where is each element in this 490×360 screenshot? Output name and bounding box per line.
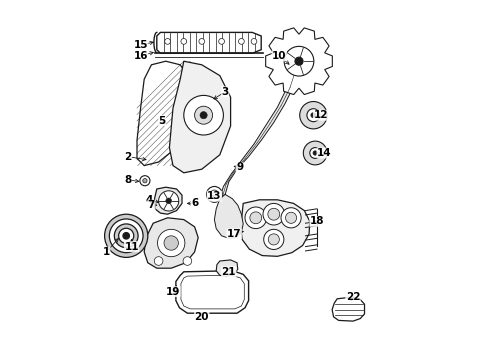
Circle shape bbox=[310, 148, 320, 158]
Circle shape bbox=[281, 208, 301, 228]
Circle shape bbox=[303, 141, 327, 165]
Circle shape bbox=[165, 39, 171, 44]
Circle shape bbox=[206, 186, 222, 202]
Circle shape bbox=[140, 176, 150, 186]
Circle shape bbox=[164, 236, 178, 250]
Circle shape bbox=[268, 234, 279, 245]
Text: 14: 14 bbox=[317, 148, 332, 158]
Circle shape bbox=[284, 46, 314, 76]
Circle shape bbox=[104, 214, 148, 257]
Polygon shape bbox=[266, 28, 332, 95]
Circle shape bbox=[157, 229, 185, 257]
Circle shape bbox=[219, 39, 224, 44]
Polygon shape bbox=[157, 32, 261, 53]
Circle shape bbox=[181, 39, 187, 44]
Polygon shape bbox=[154, 187, 182, 214]
Circle shape bbox=[123, 233, 129, 239]
Text: 7: 7 bbox=[147, 200, 155, 210]
Circle shape bbox=[114, 224, 138, 248]
Circle shape bbox=[109, 219, 143, 253]
Circle shape bbox=[307, 109, 320, 122]
Text: 17: 17 bbox=[227, 229, 242, 239]
Text: 10: 10 bbox=[272, 51, 287, 61]
Circle shape bbox=[313, 151, 318, 155]
Circle shape bbox=[245, 207, 267, 229]
Circle shape bbox=[239, 39, 245, 44]
Circle shape bbox=[251, 39, 257, 44]
Circle shape bbox=[200, 112, 207, 119]
Text: 3: 3 bbox=[221, 87, 229, 97]
Text: 8: 8 bbox=[124, 175, 132, 185]
Polygon shape bbox=[241, 200, 310, 256]
Text: 6: 6 bbox=[191, 198, 198, 208]
Polygon shape bbox=[176, 271, 248, 313]
Circle shape bbox=[300, 102, 327, 129]
Circle shape bbox=[286, 212, 296, 223]
Circle shape bbox=[264, 229, 284, 249]
Text: 19: 19 bbox=[166, 287, 180, 297]
Circle shape bbox=[195, 106, 213, 124]
Circle shape bbox=[159, 191, 179, 211]
Circle shape bbox=[166, 198, 171, 204]
Text: 15: 15 bbox=[133, 40, 148, 50]
Polygon shape bbox=[144, 218, 198, 268]
Text: 4: 4 bbox=[146, 195, 153, 205]
Polygon shape bbox=[216, 260, 238, 276]
Circle shape bbox=[311, 113, 316, 118]
Text: 1: 1 bbox=[103, 247, 110, 257]
Text: 9: 9 bbox=[236, 162, 243, 172]
Text: 5: 5 bbox=[159, 116, 166, 126]
Text: 22: 22 bbox=[346, 292, 360, 302]
Text: 20: 20 bbox=[195, 312, 209, 322]
Circle shape bbox=[295, 57, 303, 65]
Circle shape bbox=[250, 212, 262, 224]
Text: 21: 21 bbox=[221, 267, 236, 277]
Circle shape bbox=[154, 257, 163, 265]
Text: 11: 11 bbox=[124, 242, 139, 252]
Text: 12: 12 bbox=[313, 110, 328, 120]
Polygon shape bbox=[137, 61, 191, 166]
Text: 16: 16 bbox=[133, 51, 148, 61]
Text: 13: 13 bbox=[207, 191, 221, 201]
Polygon shape bbox=[170, 61, 231, 173]
Circle shape bbox=[210, 190, 219, 199]
Text: 2: 2 bbox=[124, 152, 132, 162]
Polygon shape bbox=[215, 194, 243, 238]
Text: 18: 18 bbox=[310, 216, 324, 226]
Polygon shape bbox=[332, 297, 365, 321]
Circle shape bbox=[143, 179, 147, 183]
Circle shape bbox=[268, 208, 280, 220]
Circle shape bbox=[119, 228, 134, 243]
Polygon shape bbox=[220, 70, 299, 199]
Circle shape bbox=[183, 257, 192, 265]
Circle shape bbox=[199, 39, 205, 44]
Circle shape bbox=[184, 95, 223, 135]
Circle shape bbox=[263, 203, 285, 225]
